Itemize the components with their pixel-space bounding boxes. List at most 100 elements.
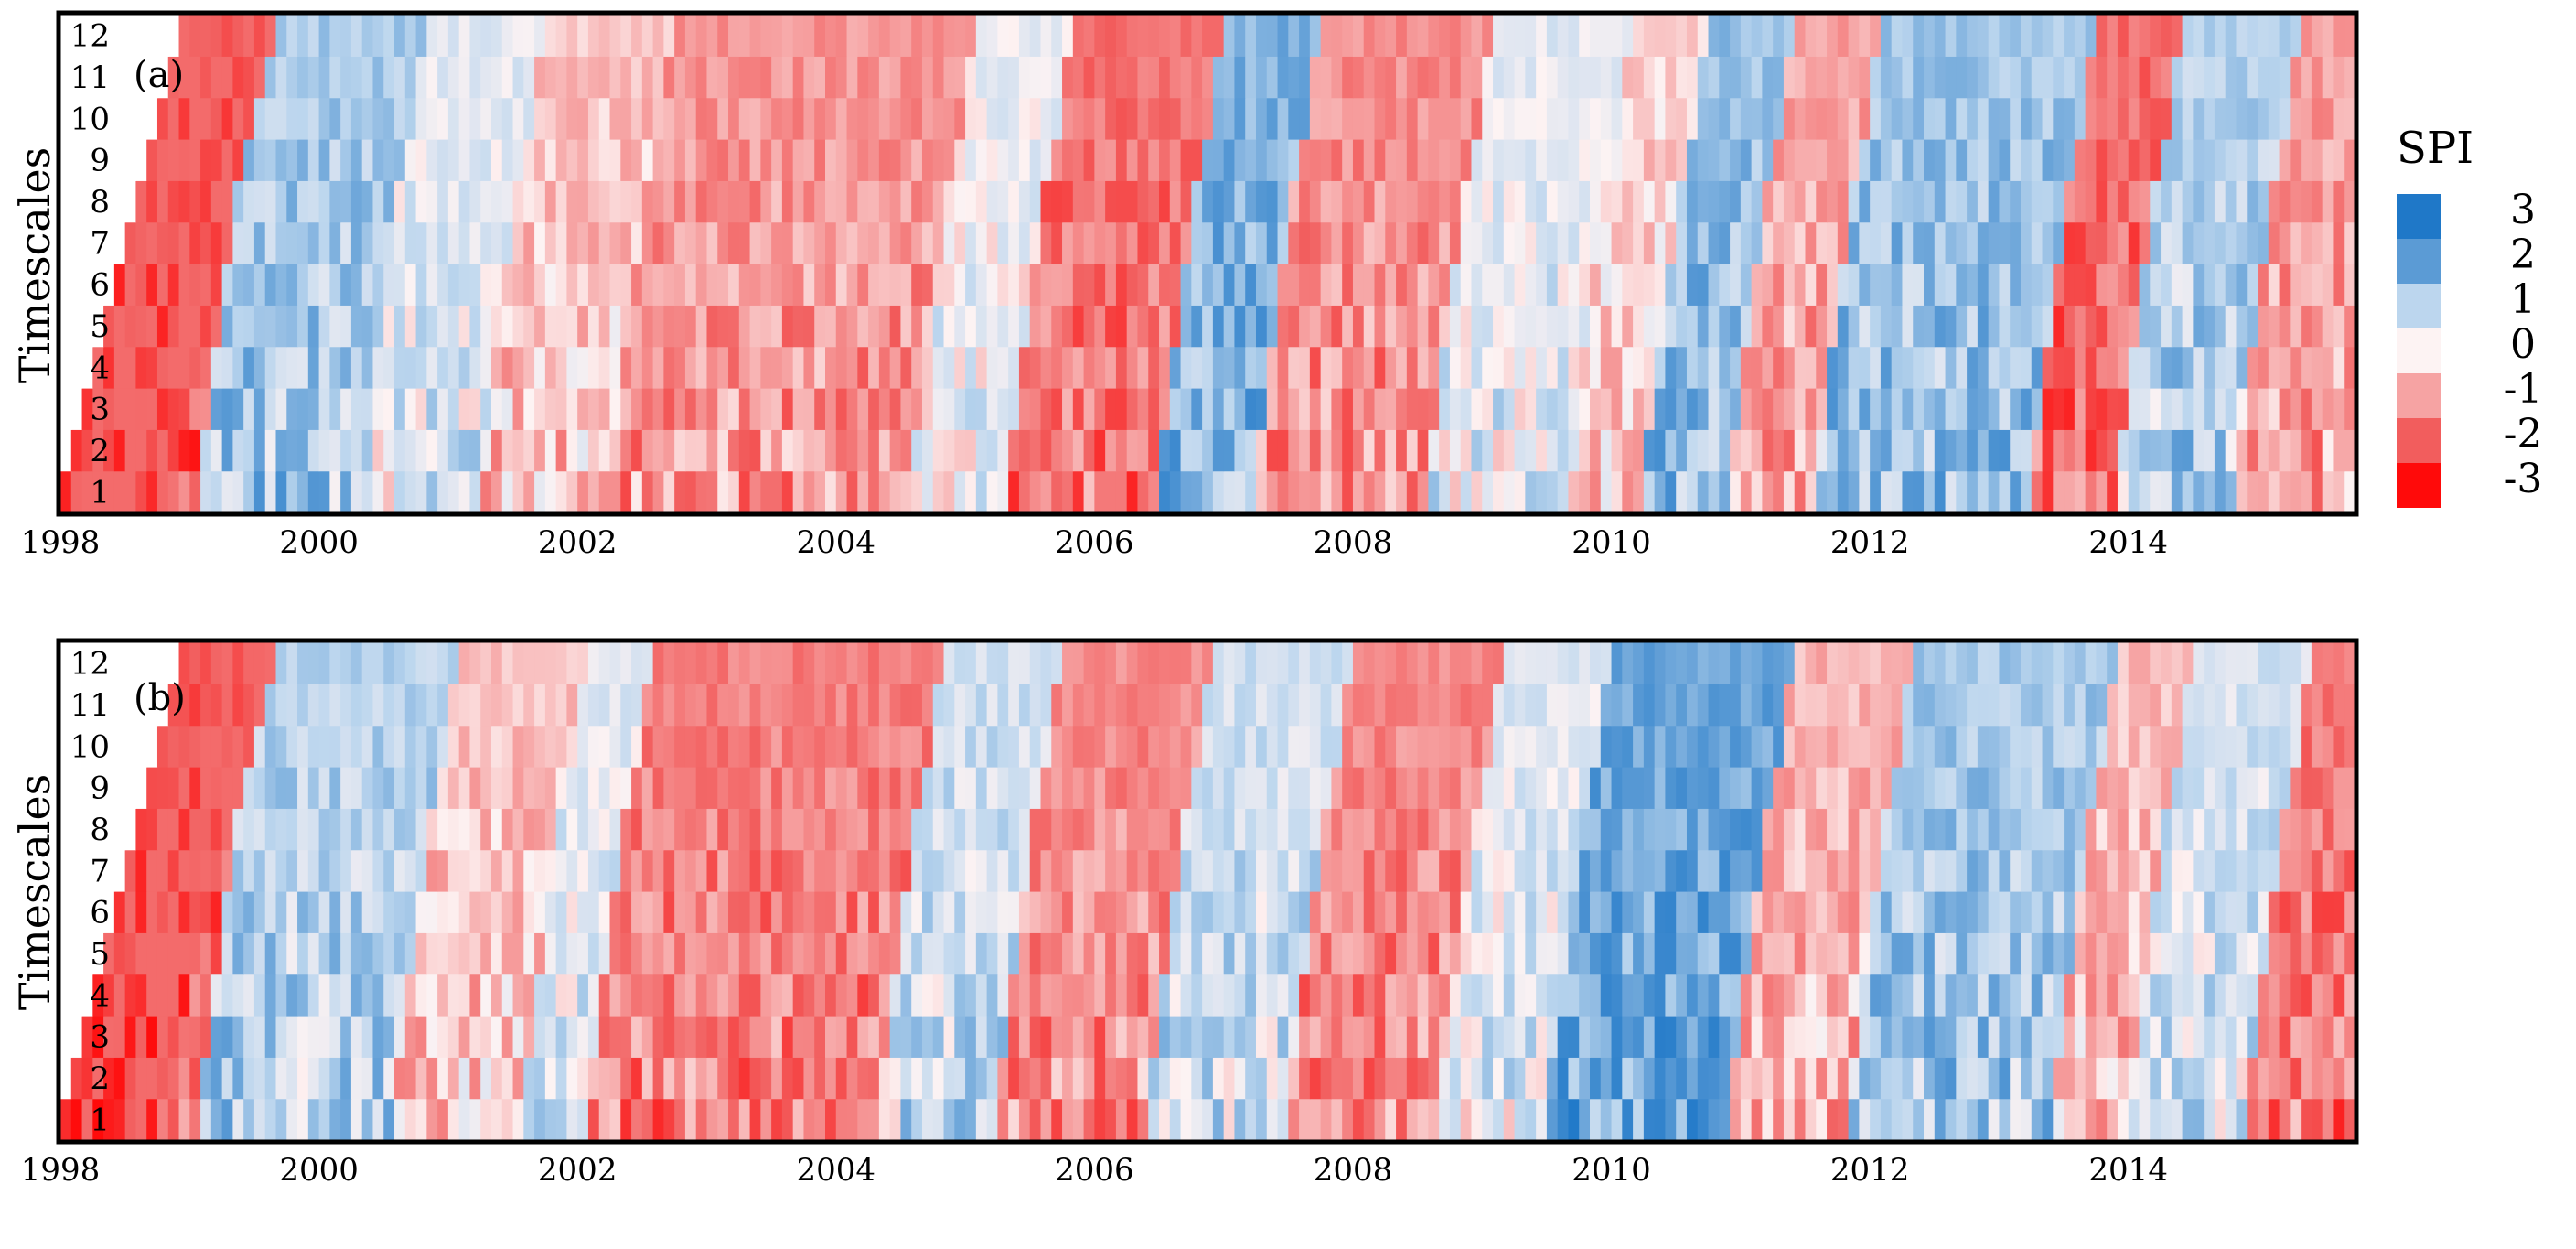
heatmap-cell — [1331, 808, 1343, 851]
heatmap-cell — [329, 1057, 341, 1100]
heatmap-cell — [1870, 346, 1882, 389]
heatmap-cell — [146, 221, 158, 264]
heatmap-cell — [415, 642, 427, 684]
heatmap-cell — [997, 808, 1009, 851]
heatmap-cell — [1665, 221, 1677, 264]
heatmap-cell — [1439, 15, 1451, 57]
heatmap-cell — [1115, 139, 1128, 181]
heatmap-cell — [415, 97, 427, 140]
heatmap-cell — [2085, 1016, 2097, 1058]
heatmap-cell — [566, 725, 578, 768]
heatmap-cell — [437, 97, 449, 140]
heatmap-cell — [210, 849, 223, 892]
heatmap-cell — [1568, 1057, 1580, 1100]
heatmap-cell — [1697, 221, 1710, 264]
heatmap-cell — [1676, 767, 1688, 809]
heatmap-cell — [512, 139, 524, 181]
heatmap-cell — [426, 849, 438, 892]
heatmap-cell — [60, 221, 72, 264]
heatmap-cell — [652, 974, 664, 1017]
heatmap-cell — [1396, 1098, 1408, 1141]
heatmap-cell — [2311, 429, 2324, 472]
heatmap-cell — [2182, 180, 2194, 223]
heatmap-cell — [1234, 684, 1246, 727]
heatmap-cell — [350, 767, 363, 809]
heatmap-cell — [1083, 1016, 1095, 1058]
heatmap-cell — [2204, 221, 2216, 264]
heatmap-cell — [103, 346, 115, 389]
heatmap-cell — [146, 388, 158, 430]
heatmap-cell — [232, 1016, 244, 1058]
heatmap-cell — [469, 139, 481, 181]
heatmap-cell — [1299, 725, 1311, 768]
heatmap-cell — [232, 974, 244, 1017]
heatmap-cell — [1018, 849, 1031, 892]
heatmap-cell — [1169, 305, 1182, 348]
heatmap-cell — [2236, 56, 2248, 99]
heatmap-cell — [1956, 1057, 1968, 1100]
heatmap-cell — [1051, 1098, 1063, 1141]
heatmap-cell — [156, 1016, 169, 1058]
heatmap-cell — [2344, 725, 2356, 768]
heatmap-cell — [749, 725, 761, 768]
heatmap-cell — [1611, 891, 1623, 933]
heatmap-cell — [469, 346, 481, 389]
heatmap-cell — [781, 808, 794, 851]
heatmap-cell — [943, 264, 955, 306]
heatmap-cell — [1514, 180, 1526, 223]
heatmap-cell — [1600, 767, 1613, 809]
heatmap-cell — [986, 1016, 998, 1058]
heatmap-cell — [965, 767, 977, 809]
heatmap-cell — [620, 264, 632, 306]
heatmap-cell — [803, 388, 815, 430]
heatmap-cell — [609, 388, 621, 430]
heatmap-cell — [1223, 932, 1236, 975]
heatmap-cell — [2096, 346, 2108, 389]
heatmap-cell — [1277, 725, 1289, 768]
heatmap-cell — [1212, 1098, 1225, 1141]
heatmap-cell — [307, 139, 320, 181]
heatmap-cell — [544, 1098, 557, 1141]
heatmap-cell — [92, 56, 104, 99]
heatmap-cell — [695, 684, 708, 727]
heatmap-cell — [1029, 470, 1042, 513]
heatmap-cell — [2010, 891, 2022, 933]
heatmap-cell — [297, 1016, 309, 1058]
heatmap-cell — [814, 470, 826, 513]
heatmap-cell — [1557, 470, 1570, 513]
heatmap-cell — [1493, 264, 1505, 306]
heatmap-cell — [146, 849, 158, 892]
heatmap-cell — [350, 97, 363, 140]
heatmap-cell — [1331, 849, 1343, 892]
heatmap-cell — [1967, 15, 1979, 57]
heatmap-cell — [1827, 725, 1839, 768]
heatmap-cell — [544, 1016, 557, 1058]
heatmap-cell — [2311, 221, 2324, 264]
heatmap-cell — [1288, 346, 1300, 389]
heatmap-cell — [415, 470, 427, 513]
heatmap-cell — [1266, 767, 1279, 809]
heatmap-cell — [555, 642, 567, 684]
heatmap-cell — [394, 56, 406, 99]
heatmap-cell — [1557, 139, 1570, 181]
heatmap-cell — [684, 305, 697, 348]
heatmap-cell — [2085, 1098, 2097, 1141]
heatmap-cell — [1342, 684, 1354, 727]
heatmap-cell — [70, 974, 83, 1017]
heatmap-cell — [814, 15, 826, 57]
heatmap-cell — [2214, 15, 2227, 57]
heatmap-cell — [221, 346, 233, 389]
heatmap-cell — [1234, 388, 1246, 430]
heatmap-cell — [1751, 891, 1763, 933]
heatmap-cell — [921, 346, 934, 389]
heatmap-cell — [1676, 139, 1688, 181]
heatmap-cell — [1891, 221, 1904, 264]
heatmap-cell — [1245, 974, 1257, 1017]
heatmap-cell — [1579, 1057, 1591, 1100]
heatmap-cell — [1062, 767, 1074, 809]
heatmap-cell — [1062, 1057, 1074, 1100]
heatmap-cell — [943, 180, 955, 223]
heatmap-cell — [2096, 470, 2108, 513]
x-tick-label: 2014 — [2088, 524, 2168, 561]
heatmap-cell — [1363, 725, 1376, 768]
